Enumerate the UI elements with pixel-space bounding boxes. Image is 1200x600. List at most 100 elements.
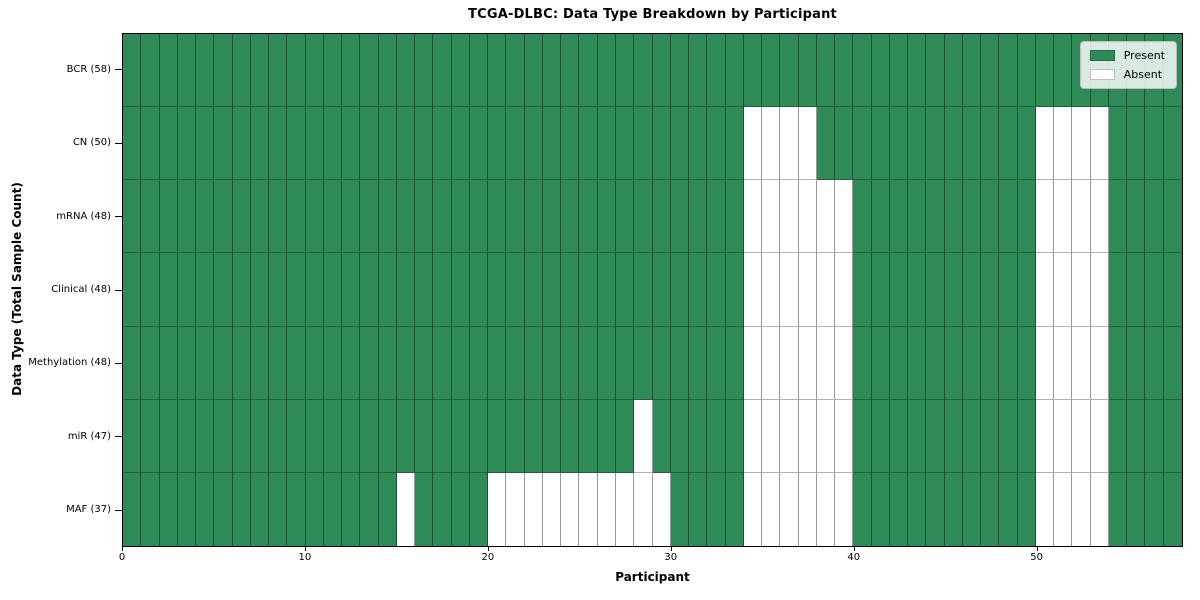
heatmap-cell <box>908 180 927 254</box>
heatmap-cell <box>506 180 525 254</box>
heatmap-cell <box>1072 180 1091 254</box>
x-tick-label: 40 <box>847 552 861 563</box>
heatmap-cell <box>214 34 233 108</box>
heatmap-cell <box>780 472 799 546</box>
heatmap-cell <box>615 326 635 400</box>
heatmap-cell <box>689 180 708 254</box>
heatmap-cell <box>835 180 854 254</box>
heatmap-cell <box>1054 253 1073 327</box>
heatmap-cell <box>707 472 726 546</box>
heatmap-cell <box>981 34 1000 108</box>
heatmap-cell <box>981 107 1000 181</box>
heatmap-cell <box>999 472 1018 546</box>
heatmap-cell <box>853 107 872 181</box>
heatmap-cell <box>378 472 397 546</box>
heatmap-cell <box>1145 326 1164 400</box>
heatmap-cell <box>177 34 197 108</box>
heatmap-cell <box>889 253 909 327</box>
heatmap-cell <box>305 107 324 181</box>
heatmap-cell <box>670 326 690 400</box>
heatmap-cell <box>342 326 361 400</box>
y-tick-label: MAF (37) <box>66 504 111 516</box>
heatmap-cell <box>634 326 653 400</box>
heatmap-cell <box>981 326 1000 400</box>
heatmap-cell <box>1145 399 1164 473</box>
y-tick-mark <box>115 362 122 364</box>
x-tick-mark <box>853 547 855 551</box>
heatmap-cell <box>835 107 854 181</box>
heatmap-cell <box>816 472 836 546</box>
heatmap-cell <box>177 180 197 254</box>
heatmap-cell <box>670 180 690 254</box>
heatmap-cell <box>159 326 178 400</box>
heatmap-cell <box>725 107 744 181</box>
heatmap-cell <box>597 326 616 400</box>
heatmap-cell <box>360 253 379 327</box>
heatmap-cell <box>962 34 982 108</box>
heatmap-cell <box>196 107 215 181</box>
heatmap-cell <box>1145 472 1164 546</box>
heatmap-cell <box>415 107 434 181</box>
heatmap-cell <box>506 107 525 181</box>
heatmap-cell <box>396 472 416 546</box>
heatmap-cell <box>707 399 726 473</box>
heatmap-cell <box>524 326 543 400</box>
heatmap-cell <box>652 180 671 254</box>
heatmap-cell <box>159 180 178 254</box>
heatmap-cell <box>908 326 927 400</box>
y-tick-label: Clinical (48) <box>51 284 111 295</box>
heatmap-cell <box>1108 399 1128 473</box>
heatmap-cell <box>1127 399 1146 473</box>
heatmap-cell <box>287 472 306 546</box>
heatmap-cell <box>1163 399 1182 473</box>
heatmap-cell <box>1072 472 1091 546</box>
heatmap-cell <box>615 180 635 254</box>
heatmap-cell <box>360 180 379 254</box>
heatmap-cell <box>999 399 1018 473</box>
heatmap-cell <box>561 326 580 400</box>
heatmap-cell <box>743 326 763 400</box>
heatmap-cell <box>488 34 507 108</box>
heatmap-cell <box>634 107 653 181</box>
heatmap-cell <box>542 326 562 400</box>
heatmap-cell <box>287 34 306 108</box>
heatmap-cell <box>835 34 854 108</box>
heatmap-cell <box>652 34 671 108</box>
heatmap-cell <box>780 107 799 181</box>
heatmap-cell <box>634 253 653 327</box>
heatmap-cell <box>469 326 489 400</box>
heatmap-cell <box>1035 180 1055 254</box>
heatmap-cell <box>451 34 470 108</box>
heatmap-cell <box>871 326 890 400</box>
heatmap-cell <box>1145 180 1164 254</box>
x-tick-mark <box>304 547 306 551</box>
heatmap-cell <box>944 107 963 181</box>
heatmap-cell <box>415 399 434 473</box>
heatmap-cell <box>798 253 817 327</box>
heatmap-cell <box>871 180 890 254</box>
heatmap-cell <box>123 326 142 400</box>
heatmap-cell <box>196 253 215 327</box>
y-tick-mark <box>115 509 122 511</box>
heatmap-cell <box>542 472 562 546</box>
x-tick-mark <box>670 547 672 551</box>
heatmap-cell <box>670 399 690 473</box>
x-tick-label: 50 <box>1030 552 1043 563</box>
heatmap-cell <box>1163 472 1182 546</box>
heatmap-cell <box>305 472 324 546</box>
heatmap-cell <box>725 253 744 327</box>
heatmap-cell <box>378 253 397 327</box>
heatmap-cell <box>579 472 598 546</box>
heatmap-cell <box>853 472 872 546</box>
heatmap-cell <box>707 34 726 108</box>
heatmap-cell <box>999 326 1018 400</box>
heatmap-cell <box>762 253 781 327</box>
heatmap-cell <box>141 472 160 546</box>
heatmap-cell <box>506 326 525 400</box>
heatmap-cell <box>524 253 543 327</box>
heatmap-cell <box>579 253 598 327</box>
heatmap-cell <box>725 180 744 254</box>
heatmap-cell <box>615 472 635 546</box>
heatmap-cell <box>561 180 580 254</box>
